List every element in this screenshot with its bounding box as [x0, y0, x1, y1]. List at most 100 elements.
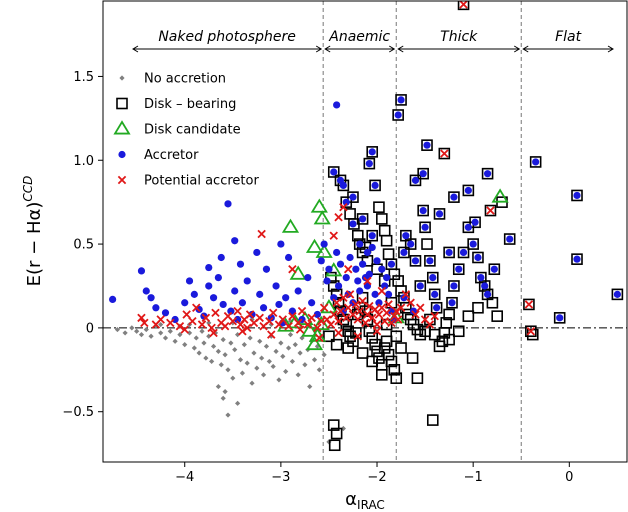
- potential-accretor-point-45: [339, 293, 348, 302]
- disk-bearing-point-78: [503, 233, 516, 245]
- potential-accretor-point-8: [192, 303, 201, 313]
- region-arrow-left-head-2: [397, 45, 404, 53]
- accretor-point-65: [381, 282, 389, 290]
- accretor-point-85: [532, 158, 540, 166]
- accretor-point-93: [445, 248, 453, 257]
- no-accretion-point-43: [259, 355, 265, 361]
- accretor-point-47: [336, 260, 345, 268]
- no-accretion-point-67: [316, 367, 322, 373]
- accretor-point-8: [185, 277, 194, 285]
- potential-accretor-point-63: [382, 308, 391, 318]
- accretor-point-119: [368, 232, 376, 240]
- no-accretion-point-40: [251, 350, 257, 356]
- no-accretion-point-1: [122, 330, 128, 336]
- potential-accretor-point-25: [257, 229, 266, 239]
- disk-bearing-point-139: [395, 342, 407, 354]
- disk-bearing-point-33: [332, 296, 345, 309]
- disk-bearing-point-127: [462, 184, 475, 197]
- no-accretion-point-51: [278, 340, 284, 346]
- potential-accretor-point-14: [220, 321, 230, 331]
- accretor-point-113: [433, 304, 441, 312]
- disk-bearing-point-108: [419, 221, 431, 234]
- accretor-point-67: [384, 290, 393, 298]
- potential-accretor-point-89: [363, 276, 372, 286]
- accretor-point-0: [109, 295, 117, 303]
- potential-accretor-point-11: [207, 323, 216, 333]
- accretor-point-29: [272, 282, 280, 290]
- disk-candidate-point-14: [305, 335, 324, 351]
- legend: No accretion Disk – bearing Disk candidate…: [113, 72, 259, 189]
- no-accretion-point-35: [239, 370, 246, 376]
- potential-accretor-point-31: [288, 311, 297, 321]
- no-accretion-point-5: [143, 326, 149, 333]
- no-accretion-point-45: [263, 343, 270, 349]
- potential-accretor-point-51: [353, 315, 363, 324]
- disk-bearing-point-116: [428, 328, 441, 341]
- disk-bearing-point-107: [421, 238, 433, 250]
- disk-bearing-point-61: [342, 342, 354, 354]
- potential-accretor-point-17: [233, 306, 242, 316]
- disk-bearing-point-76: [484, 204, 497, 217]
- disk-candidate-point-5: [315, 243, 333, 258]
- accretor-point-60: [368, 243, 376, 252]
- potential-accretor-point-23: [255, 313, 264, 323]
- no-accretion-point-31: [230, 375, 236, 381]
- no-accretion-point-71: [225, 412, 231, 418]
- no-accretion-point-34: [237, 357, 244, 363]
- accretor-point-51: [346, 253, 354, 262]
- potential-accretor-point-75: [440, 149, 449, 158]
- no-accretion-point-56: [289, 358, 296, 365]
- disk-bearing-point-121: [478, 280, 491, 292]
- potential-accretor-point-47: [343, 303, 353, 313]
- accretor-point-1: [137, 267, 146, 275]
- disk-bearing-point-91: [472, 251, 484, 264]
- potential-accretor-point-0: [137, 313, 146, 323]
- disk-bearing-point-95: [452, 263, 465, 276]
- legend-marker-1: [116, 97, 128, 110]
- accretor-point-118: [358, 215, 367, 223]
- no-accretion-point-61: [302, 362, 308, 368]
- no-accretion-point-32: [232, 347, 238, 353]
- potential-accretor-point-48: [345, 290, 355, 299]
- potential-accretor-point-62: [380, 316, 389, 326]
- disk-bearing-point-131: [347, 191, 359, 203]
- accretor-point-114: [481, 282, 489, 290]
- disk-bearing-point-122: [488, 263, 501, 276]
- no-accretion-point-30: [228, 340, 234, 346]
- y-tick-label-2: 0.5: [73, 238, 94, 253]
- accretor-point-35: [294, 287, 302, 295]
- potential-accretor-point-3: [156, 315, 165, 324]
- legend-marker-4: [117, 175, 127, 185]
- potential-accretor-point-57: [367, 313, 377, 323]
- disk-bearing-point-70: [395, 94, 407, 106]
- accretor-point-123: [217, 253, 225, 262]
- accretor-point-127: [400, 294, 408, 302]
- accretor-point-44: [330, 294, 338, 302]
- accretor-point-104: [429, 274, 437, 282]
- x-axis-title: αIRAC: [345, 489, 385, 512]
- disk-bearing-point-89: [481, 288, 494, 301]
- accretor-point-83: [464, 186, 472, 195]
- no-accretion-point-14: [186, 330, 193, 336]
- potential-accretor-point-5: [175, 321, 185, 331]
- potential-accretor-point-41: [329, 310, 338, 319]
- y-axis-title-superscript: CCD: [21, 176, 35, 202]
- region-label-3: Flat: [555, 29, 582, 45]
- region-arrow-left-head-3: [522, 45, 529, 53]
- no-accretion-point-21: [206, 333, 212, 339]
- accretor-point-30: [275, 300, 283, 309]
- disk-bearing-point-69: [426, 414, 439, 426]
- accretor-point-55: [356, 287, 364, 295]
- accretor-point-120: [277, 240, 285, 248]
- potential-accretor-point-73: [288, 264, 297, 274]
- disk-bearing-point-54: [382, 348, 395, 361]
- x-axis-title-main: α: [345, 489, 357, 510]
- accretor-point-7: [181, 299, 189, 307]
- disk-candidate-point-4: [305, 238, 324, 253]
- accretor-point-12: [205, 282, 213, 290]
- potential-accretor-point-78: [526, 327, 536, 336]
- no-accretion-point-85: [340, 425, 346, 432]
- accretor-point-2: [142, 287, 150, 295]
- no-accretion-point-44: [260, 372, 267, 378]
- no-accretion-point-25: [215, 348, 221, 354]
